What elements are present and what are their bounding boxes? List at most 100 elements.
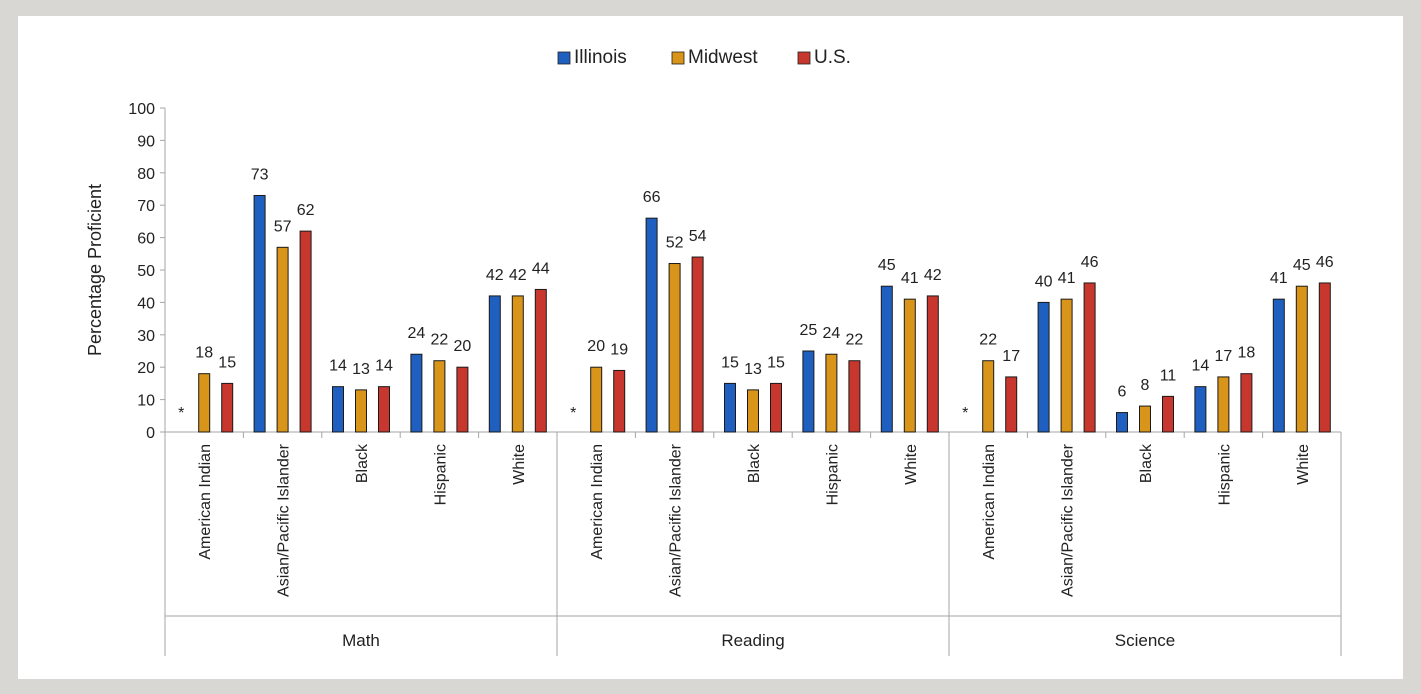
data-label: 46 <box>1081 254 1099 271</box>
data-label: 46 <box>1316 254 1334 271</box>
data-label: 66 <box>643 189 661 206</box>
category-label: Black <box>1138 443 1155 483</box>
chart: Illinois Midwest U.S. 0 10 20 30 40 50 60 70 80 90 10… <box>85 47 1342 656</box>
legend-swatch <box>797 51 811 65</box>
data-label: 19 <box>610 341 628 358</box>
bar <box>534 288 547 433</box>
y-tick-label: 60 <box>137 231 155 248</box>
data-label: 20 <box>587 338 605 355</box>
legend-label: Illinois <box>574 47 627 68</box>
bar <box>511 295 524 433</box>
bar <box>691 256 704 433</box>
bar <box>1037 301 1050 433</box>
data-label: 22 <box>431 332 449 349</box>
data-label: 18 <box>195 345 213 362</box>
bar <box>825 353 838 433</box>
data-label: 22 <box>846 332 864 349</box>
bar <box>332 386 344 433</box>
data-label: 73 <box>251 166 269 183</box>
y-tick-label: 90 <box>137 133 155 150</box>
missing-marker: * <box>178 405 184 422</box>
bar <box>299 230 312 433</box>
data-label: 25 <box>800 322 818 339</box>
data-label: 15 <box>218 354 236 371</box>
bar <box>848 360 861 433</box>
category-label: Hispanic <box>1216 444 1233 505</box>
bar <box>880 285 893 433</box>
data-label: 13 <box>744 361 762 378</box>
category-label: Hispanic <box>824 444 841 505</box>
data-label: 20 <box>454 338 472 355</box>
bar <box>1240 373 1253 433</box>
y-axis-title: Percentage Proficient <box>85 184 105 356</box>
category-label: White <box>903 444 920 485</box>
category-label: Asian/Pacific Islander <box>668 443 685 597</box>
legend-label: U.S. <box>814 47 851 68</box>
data-label: 13 <box>352 361 370 378</box>
data-label: 17 <box>1215 348 1233 365</box>
y-tick-label: 70 <box>137 198 155 215</box>
bar <box>770 382 782 433</box>
group-label: Science <box>1115 631 1175 650</box>
bar <box>590 366 603 433</box>
data-label: 62 <box>297 202 315 219</box>
bar <box>198 373 211 433</box>
data-label: 42 <box>924 267 942 284</box>
bar <box>1194 386 1207 433</box>
data-label: 45 <box>878 257 896 274</box>
bar <box>276 246 289 433</box>
bar <box>1005 376 1018 433</box>
data-label: 22 <box>979 332 997 349</box>
bar <box>613 369 626 433</box>
bar <box>378 386 390 433</box>
bar <box>410 353 423 433</box>
missing-marker: * <box>962 405 968 422</box>
data-label: 17 <box>1002 348 1020 365</box>
category-label: Black <box>354 443 371 483</box>
bar <box>1272 298 1285 433</box>
bar <box>433 360 446 433</box>
data-label: 14 <box>375 358 393 375</box>
bar <box>1295 285 1308 433</box>
category-label: American Indian <box>197 444 214 560</box>
data-label: 45 <box>1293 257 1311 274</box>
bar <box>668 263 681 433</box>
data-label: 15 <box>767 354 785 371</box>
bar <box>221 382 234 433</box>
bar <box>253 194 266 433</box>
category-label: Black <box>746 443 763 483</box>
data-label: 15 <box>721 354 739 371</box>
data-label: 14 <box>329 358 347 375</box>
missing-marker: * <box>570 405 576 422</box>
data-label: 57 <box>274 218 292 235</box>
bar <box>645 217 658 433</box>
bar <box>355 389 367 433</box>
group-label: Math <box>342 631 380 650</box>
y-tick-label: 100 <box>128 101 155 118</box>
bar <box>488 295 501 433</box>
y-tick-label: 0 <box>146 425 155 442</box>
data-label: 18 <box>1238 345 1256 362</box>
bar <box>1060 298 1073 433</box>
y-tick-label: 10 <box>137 393 155 410</box>
category-label: American Indian <box>589 444 606 560</box>
category-label: White <box>511 444 528 485</box>
data-label: 8 <box>1141 377 1150 394</box>
category-label: White <box>1295 444 1312 485</box>
bar <box>802 350 815 433</box>
bar <box>926 295 939 433</box>
bar <box>1217 376 1230 433</box>
bar <box>1162 395 1174 433</box>
category-label: Asian/Pacific Islander <box>276 443 293 597</box>
category-label: Asian/Pacific Islander <box>1060 443 1077 597</box>
bar <box>1083 282 1096 433</box>
bar <box>456 366 469 433</box>
data-label: 40 <box>1035 273 1053 290</box>
data-label: 11 <box>1160 367 1177 384</box>
data-label: 6 <box>1118 384 1127 401</box>
data-label: 54 <box>689 228 707 245</box>
bar <box>1139 405 1151 433</box>
legend-swatch <box>671 51 685 65</box>
legend-swatch <box>557 51 571 65</box>
y-tick-label: 80 <box>137 166 155 183</box>
